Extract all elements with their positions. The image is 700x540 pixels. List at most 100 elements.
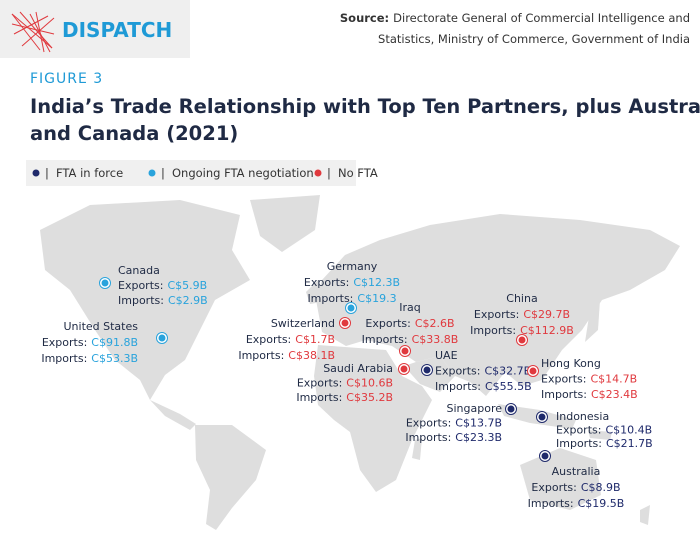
imports-label: Imports: xyxy=(470,324,516,337)
imports-line: Imports: C$35.2B xyxy=(296,391,393,404)
logo-text: DISPATCH xyxy=(62,18,172,42)
imports-line: Imports: C$112.9B xyxy=(470,324,574,337)
source-text: Statistics, Ministry of Commerce, Govern… xyxy=(378,32,690,46)
location-dot xyxy=(401,347,409,355)
location-name: UAE xyxy=(435,349,458,362)
exports-value: C$13.7B xyxy=(455,417,502,430)
location: Saudi Arabia Exports: C$10.6B Imports: C$35.… xyxy=(296,362,410,404)
imports-label: Imports: xyxy=(362,333,408,346)
location-dot xyxy=(101,279,109,287)
imports-label: Imports: xyxy=(556,437,602,450)
location-name: Indonesia xyxy=(556,410,609,423)
location-name: United States xyxy=(64,320,139,333)
imports-line: Imports: C$38.1B xyxy=(238,349,335,362)
imports-label: Imports: xyxy=(405,431,451,444)
exports-label: Exports: xyxy=(531,481,576,494)
title-line: India’s Trade Relationship with Top Ten … xyxy=(30,95,700,118)
legend: | FTA in force | Ongoing FTA negotiation | No… xyxy=(32,166,378,180)
location: Switzerland Exports: C$1.7B Imports: C$38.1B xyxy=(238,317,351,362)
exports-value: C$2.6B xyxy=(415,317,455,330)
imports-label: Imports: xyxy=(435,380,481,393)
legend-label: Ongoing FTA negotiation xyxy=(172,166,314,180)
location-name: Switzerland xyxy=(271,317,335,330)
location: Australia Exports: C$8.9B Imports: C$19.5B xyxy=(528,450,625,510)
logo-icon xyxy=(11,11,55,53)
location: Singapore Exports: C$13.7B Imports: C$23.3B xyxy=(405,402,517,444)
imports-value: C$55.5B xyxy=(485,380,532,393)
location-dot xyxy=(158,334,166,342)
legend-label: FTA in force xyxy=(56,166,123,180)
imports-line: Imports: C$33.8B xyxy=(362,333,459,346)
imports-label: Imports: xyxy=(296,391,342,404)
title-line: and Canada (2021) xyxy=(30,122,238,145)
exports-label: Exports: xyxy=(435,365,480,378)
legend-label: No FTA xyxy=(338,166,378,180)
exports-line: Exports: C$8.9B xyxy=(531,481,620,494)
imports-label: Imports: xyxy=(307,292,353,305)
location-dot xyxy=(423,366,431,374)
location-dot xyxy=(529,367,537,375)
exports-label: Exports: xyxy=(246,333,291,346)
location-name: Australia xyxy=(552,465,601,478)
imports-value: C$19.3 xyxy=(357,292,396,305)
imports-value: C$19.5B xyxy=(578,497,625,510)
exports-label: Exports: xyxy=(304,276,349,289)
exports-line: Exports: C$10.4B xyxy=(556,424,652,437)
imports-value: C$21.7B xyxy=(606,437,653,450)
exports-label: Exports: xyxy=(541,373,586,386)
imports-value: C$2.9B xyxy=(168,294,208,307)
imports-value: C$23.4B xyxy=(591,388,638,401)
exports-line: Exports: C$10.6B xyxy=(297,377,393,390)
exports-line: Exports: C$1.7B xyxy=(246,333,335,346)
location-name: Germany xyxy=(327,260,378,273)
exports-line: Exports: C$32.7B xyxy=(435,365,531,378)
legend-dot xyxy=(148,169,156,177)
exports-label: Exports: xyxy=(556,424,601,437)
exports-line: Exports: C$12.3B xyxy=(304,276,400,289)
imports-value: C$53.3B xyxy=(91,352,138,365)
exports-line: Exports: C$91.8B xyxy=(42,336,138,349)
imports-value: C$38.1B xyxy=(288,349,335,362)
imports-line: Imports: C$23.3B xyxy=(405,431,502,444)
location-name: Saudi Arabia xyxy=(323,362,393,375)
exports-value: C$32.7B xyxy=(484,365,531,378)
location-name: Singapore xyxy=(447,402,503,415)
exports-line: Exports: C$29.7B xyxy=(474,308,570,321)
exports-value: C$1.7B xyxy=(295,333,335,346)
legend-dot xyxy=(314,169,322,177)
exports-value: C$10.6B xyxy=(346,377,393,390)
location: China Exports: C$29.7B Imports: C$112.9B xyxy=(470,292,574,346)
imports-value: C$23.3B xyxy=(455,431,502,444)
location-dot xyxy=(541,452,549,460)
legend-separator: | xyxy=(327,166,331,180)
location-dot xyxy=(347,304,355,312)
source-label: Source: xyxy=(340,11,389,25)
exports-value: C$14.7B xyxy=(590,373,637,386)
exports-value: C$5.9B xyxy=(167,279,207,292)
imports-label: Imports: xyxy=(528,497,574,510)
legend-background xyxy=(26,160,356,186)
location-dot xyxy=(538,413,546,421)
imports-line: Imports: C$19.5B xyxy=(528,497,625,510)
location-dot xyxy=(518,336,526,344)
location-name: Iraq xyxy=(399,301,421,314)
legend-separator: | xyxy=(45,166,49,180)
exports-value: C$8.9B xyxy=(581,481,621,494)
location-dot xyxy=(341,319,349,327)
imports-line: Imports: C$53.3B xyxy=(41,352,138,365)
imports-value: C$33.8B xyxy=(412,333,459,346)
exports-line: Exports: C$2.6B xyxy=(365,317,454,330)
imports-value: C$112.9B xyxy=(520,324,574,337)
exports-line: Exports: C$5.9B xyxy=(118,279,207,292)
location: United States Exports: C$91.8B Imports: C$53… xyxy=(41,320,168,365)
exports-line: Exports: C$14.7B xyxy=(541,373,637,386)
imports-line: Imports: C$21.7B xyxy=(556,437,653,450)
exports-label: Exports: xyxy=(42,336,87,349)
exports-label: Exports: xyxy=(365,317,410,330)
